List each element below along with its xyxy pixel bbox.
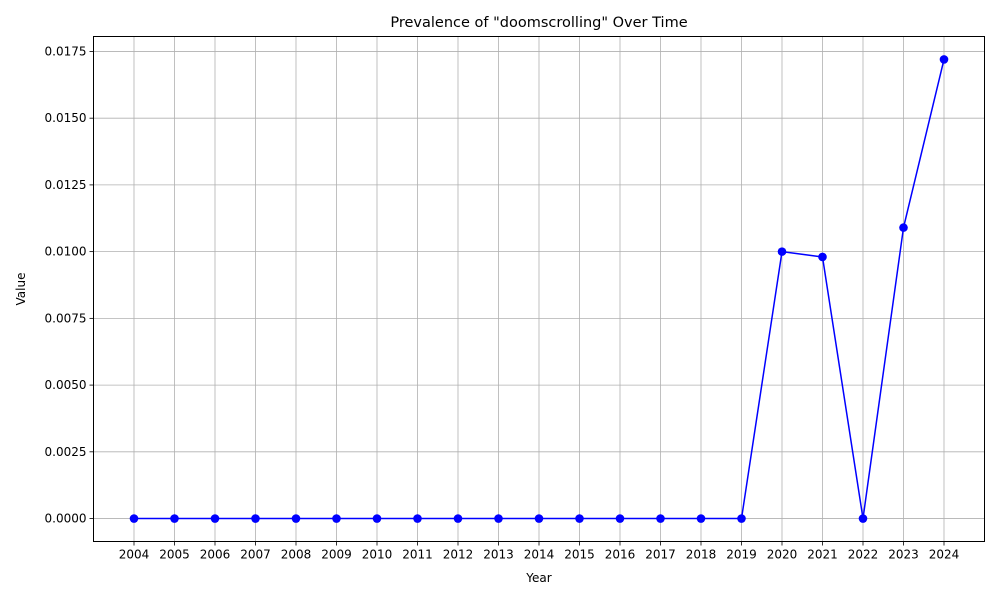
y-tick-label: 0.0075	[45, 311, 87, 325]
x-tick-label: 2018	[686, 548, 717, 562]
data-point	[939, 55, 949, 64]
data-point	[453, 514, 463, 523]
data-point	[696, 514, 706, 523]
x-tick-label: 2010	[362, 548, 393, 562]
data-point	[818, 252, 827, 262]
data-point	[210, 514, 220, 523]
x-tick-label: 2012	[443, 548, 474, 562]
y-tick-label: 0.0100	[45, 245, 87, 259]
y-axis: 0.0000 0.0025 0.0050 0.0075 0.0100 0.0125 0.01…	[45, 44, 94, 526]
x-tick-label: 2015	[564, 548, 595, 562]
x-tick-label: 2024	[929, 548, 960, 562]
x-tick-label: 2009	[321, 548, 352, 562]
chart-title: Prevalence of "doomscrolling" Over Time	[390, 15, 687, 31]
x-tick-label: 2020	[767, 548, 798, 562]
data-point	[129, 514, 139, 523]
x-tick-label: 2005	[159, 548, 190, 562]
data-point	[332, 514, 341, 523]
x-tick-label: 2004	[119, 548, 150, 562]
data-point	[899, 223, 908, 232]
data-point	[494, 514, 503, 523]
data-point	[291, 514, 301, 523]
y-tick-label: 0.0125	[45, 178, 87, 192]
y-tick-label: 0.0000	[45, 512, 87, 526]
x-tick-label: 2016	[605, 548, 636, 562]
data-point	[575, 514, 584, 523]
data-point	[656, 514, 665, 523]
data-point	[777, 247, 787, 256]
x-axis-label: Year	[525, 571, 551, 585]
x-axis: 2004 2005 2006 2007 2008 2009 2010 2011 2012 2013…	[119, 541, 960, 562]
data-point	[372, 514, 382, 523]
x-tick-label: 2011	[402, 548, 433, 562]
x-tick-label: 2013	[483, 548, 514, 562]
x-tick-label: 2023	[888, 548, 919, 562]
data-point	[251, 514, 260, 523]
grid	[93, 36, 985, 542]
data-point	[534, 514, 544, 523]
y-tick-label: 0.0050	[45, 378, 87, 392]
data-point	[858, 514, 868, 523]
y-axis-label: Value	[14, 273, 28, 306]
data-point	[737, 514, 746, 523]
data-point	[170, 514, 179, 523]
x-tick-label: 2006	[200, 548, 231, 562]
y-tick-label: 0.0150	[45, 111, 87, 125]
y-tick-label: 0.0025	[45, 445, 87, 459]
x-tick-label: 2008	[281, 548, 312, 562]
data-point	[615, 514, 625, 523]
x-tick-label: 2014	[524, 548, 555, 562]
x-tick-label: 2017	[645, 548, 676, 562]
x-tick-label: 2022	[848, 548, 879, 562]
y-tick-label: 0.0175	[45, 44, 87, 58]
series-group	[129, 55, 949, 523]
x-tick-label: 2007	[240, 548, 271, 562]
x-tick-label: 2019	[726, 548, 757, 562]
x-tick-label: 2021	[807, 548, 838, 562]
data-point	[413, 514, 422, 523]
